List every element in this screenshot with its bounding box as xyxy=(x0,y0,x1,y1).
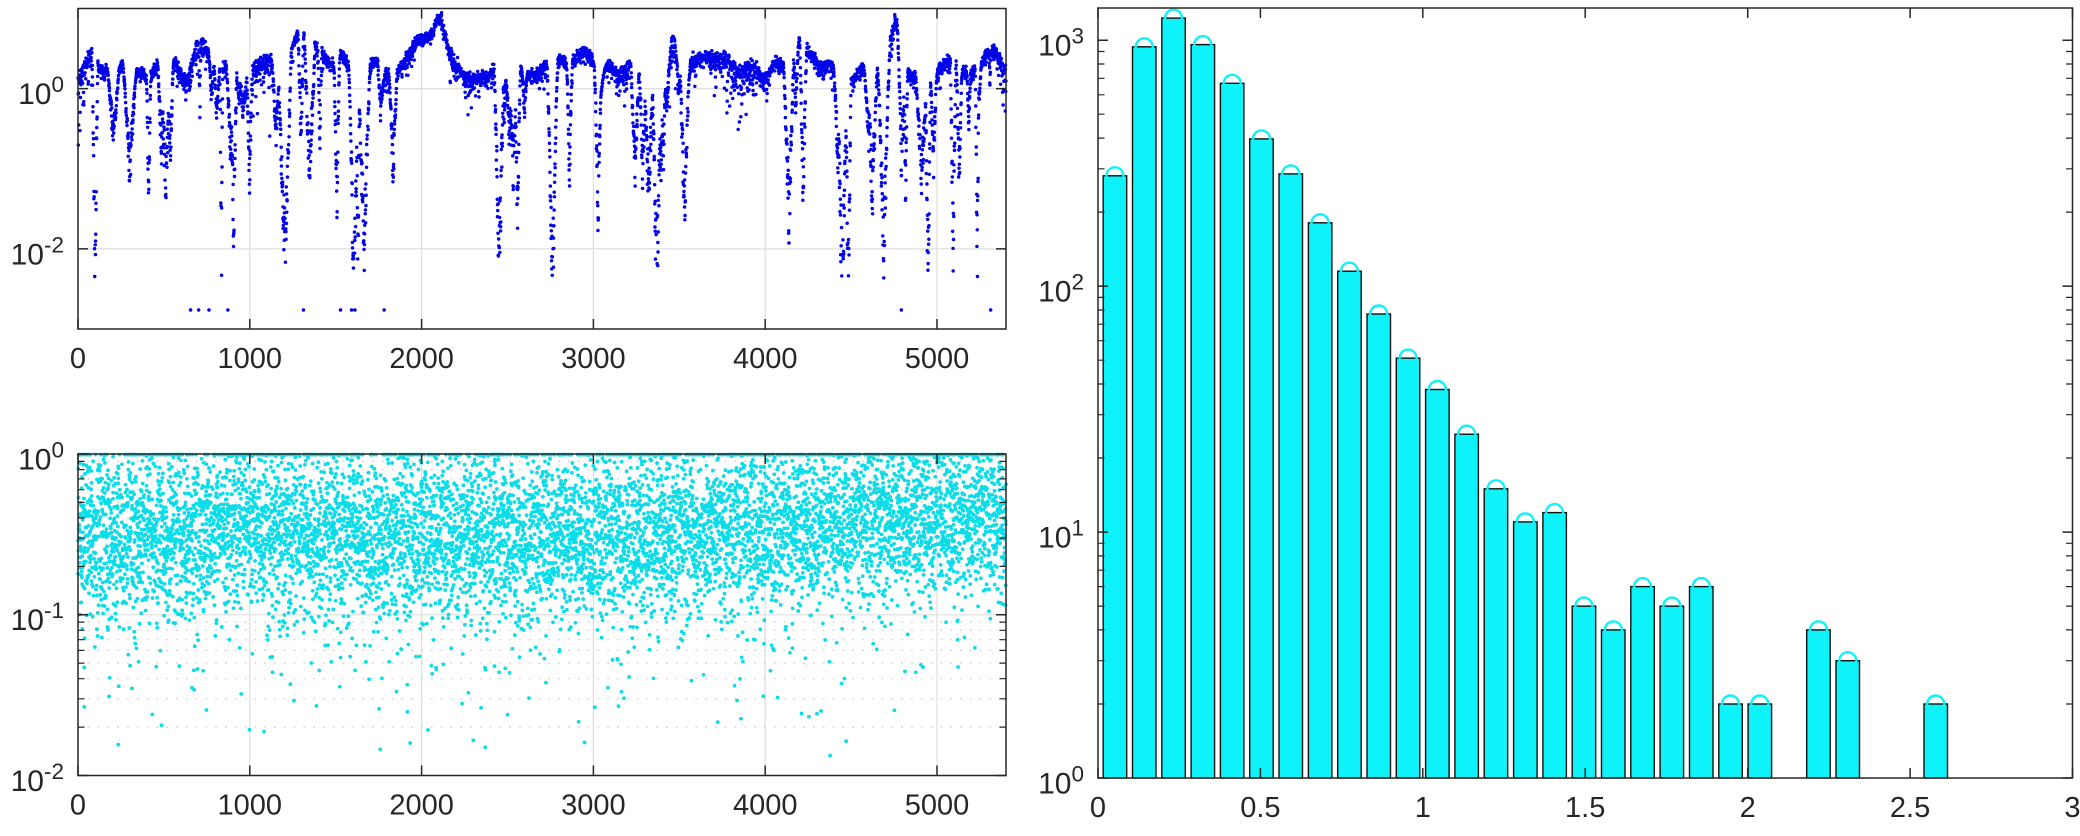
svg-text:0: 0 xyxy=(70,343,86,375)
svg-text:1000: 1000 xyxy=(218,343,283,375)
svg-text:4000: 4000 xyxy=(733,790,798,822)
svg-text:1: 1 xyxy=(1415,792,1431,824)
svg-text:2000: 2000 xyxy=(389,343,454,375)
svg-text:4000: 4000 xyxy=(733,343,798,375)
svg-text:0: 0 xyxy=(1090,792,1106,824)
svg-text:2000: 2000 xyxy=(389,790,454,822)
svg-text:3000: 3000 xyxy=(561,343,626,375)
svg-text:1000: 1000 xyxy=(218,790,283,822)
svg-text:10-1: 10-1 xyxy=(11,598,64,637)
svg-text:1.5: 1.5 xyxy=(1565,792,1605,824)
svg-text:3: 3 xyxy=(2064,792,2080,824)
svg-text:2: 2 xyxy=(1740,792,1756,824)
svg-text:0.5: 0.5 xyxy=(1240,792,1280,824)
svg-text:2.5: 2.5 xyxy=(1890,792,1930,824)
svg-text:5000: 5000 xyxy=(905,343,970,375)
svg-text:5000: 5000 xyxy=(905,790,970,822)
svg-text:0: 0 xyxy=(70,790,86,822)
svg-text:3000: 3000 xyxy=(561,790,626,822)
